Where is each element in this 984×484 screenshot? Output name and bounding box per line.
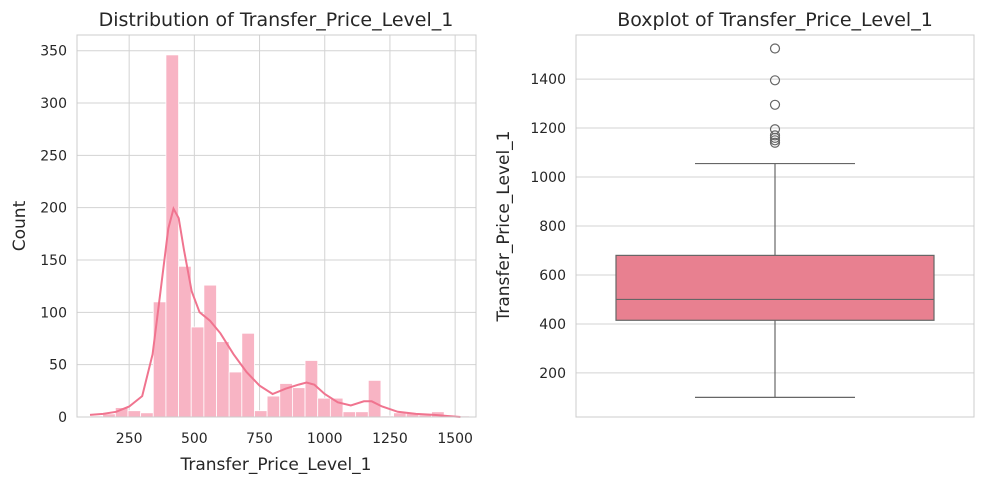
histogram-bar [190, 326, 205, 418]
histogram-bar [127, 410, 142, 418]
histogram-x-tick-label: 500 [181, 431, 208, 447]
histogram-y-tick-label: 350 [40, 44, 67, 60]
histogram-bar [152, 301, 167, 418]
histogram-y-tick-label: 250 [40, 148, 67, 164]
boxplot-title: Boxplot of Transfer_Price_Level_1 [617, 9, 933, 31]
histogram-y-tick-label: 100 [40, 305, 67, 321]
boxplot-y-ticks: 200 400 600 800 1000 1200 1400 [530, 72, 566, 382]
histogram-bar [367, 379, 382, 418]
boxplot-y-tick-label: 1200 [530, 121, 566, 137]
histogram-bar [317, 397, 331, 418]
histogram-gridlines [77, 35, 476, 418]
histogram-bar [254, 410, 268, 418]
histogram-bar [228, 371, 243, 418]
histogram-bar [203, 284, 217, 418]
histogram-y-tick-label: 300 [40, 96, 67, 112]
boxplot-box [615, 254, 935, 321]
histogram-bar [266, 395, 281, 418]
histogram-bar [292, 387, 306, 418]
boxplot-outlier-point [769, 130, 781, 141]
histogram-bar [355, 411, 369, 418]
boxplot-y-tick-label: 400 [539, 317, 566, 333]
histogram-bar [342, 411, 357, 418]
histogram-x-ticks: 250 500 750 1000 1250 1500 [116, 431, 473, 447]
boxplot-frame [575, 34, 975, 418]
boxplot-y-tick-label: 600 [539, 268, 566, 284]
boxplot-outlier-point [769, 43, 781, 54]
boxplot-outlier-point [769, 99, 781, 110]
histogram-title: Distribution of Transfer_Price_Level_1 [99, 9, 454, 31]
histogram-x-tick-label: 250 [116, 431, 143, 447]
boxplot-y-tick-label: 1400 [530, 72, 566, 88]
histogram-y-tick-label: 0 [58, 410, 67, 426]
histogram-panel: 250 500 750 1000 1250 1500 0 50 100 150 200 250 300… [10, 9, 477, 475]
histogram-y-axis-label: Count [10, 200, 30, 251]
boxplot-y-tick-label: 800 [539, 219, 566, 235]
histogram-bar [178, 265, 192, 418]
histogram-x-axis-label: Transfer_Price_Level_1 [179, 455, 371, 475]
histogram-x-tick-label: 1250 [372, 431, 408, 447]
histogram-bar [216, 341, 230, 418]
boxplot-outlier-point [769, 135, 781, 146]
histogram-y-tick-label: 150 [40, 253, 67, 269]
boxplot-y-tick-label: 1000 [530, 170, 566, 186]
boxplot-outlier-point [769, 124, 781, 135]
histogram-frame [76, 34, 477, 418]
histogram-y-tick-label: 200 [40, 201, 67, 217]
boxplot-y-axis-label: Transfer_Price_Level_1 [494, 130, 514, 322]
histogram-bar [140, 412, 154, 418]
boxplot-outlier-point [769, 75, 781, 86]
boxplot-panel: 200 400 600 800 1000 1200 1400 Boxplot of Tran… [494, 9, 975, 418]
boxplot-outlier-point [769, 137, 781, 148]
kde-curve [89, 206, 461, 418]
histogram-x-tick-label: 750 [246, 431, 273, 447]
histogram-bars [89, 54, 470, 418]
boxplot-y-tick-label: 200 [539, 366, 566, 382]
histogram-x-tick-label: 1000 [307, 431, 343, 447]
histogram-x-tick-label: 1500 [437, 431, 473, 447]
histogram-y-ticks: 0 50 100 150 200 250 300 350 [40, 44, 67, 426]
histogram-y-tick-label: 50 [49, 358, 67, 374]
boxplot-marks [615, 43, 935, 399]
histogram-bar [304, 360, 319, 418]
